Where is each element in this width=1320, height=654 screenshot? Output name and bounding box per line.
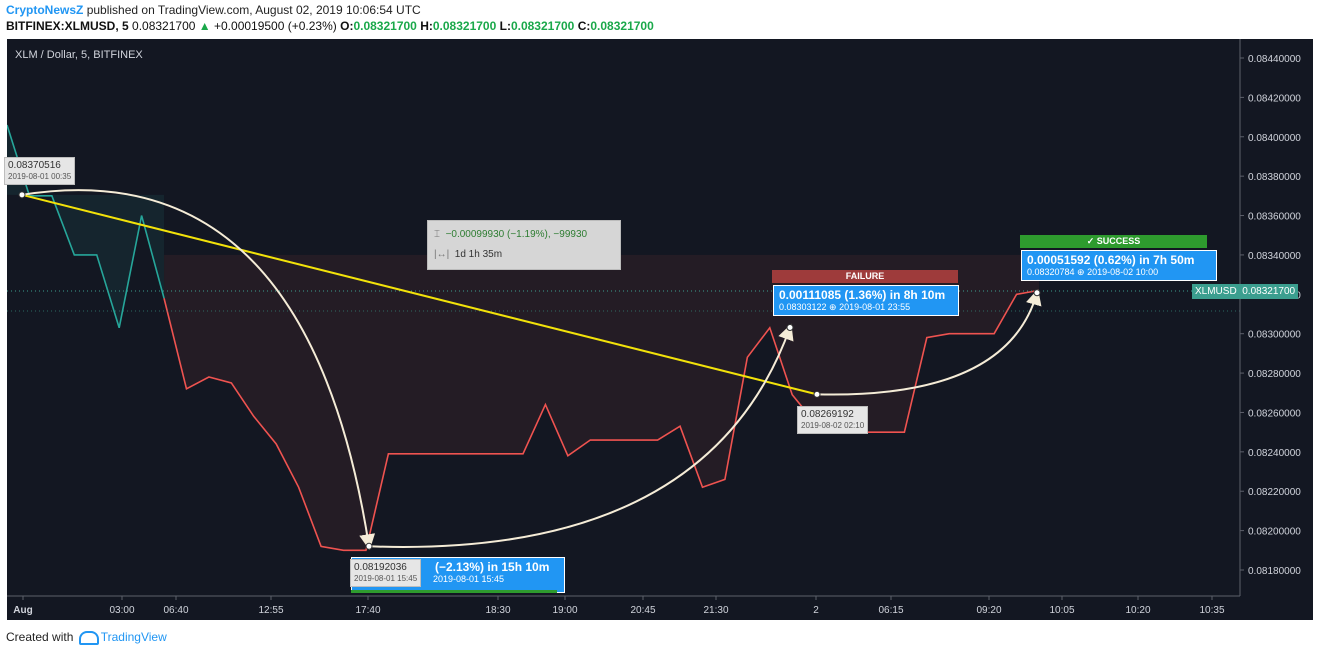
low-measure-sub: 2019-08-01 15:45 (433, 574, 505, 584)
mid-time: 2019-08-02 02:10 (801, 421, 865, 430)
y-tick-label: 0.08420000 (1248, 93, 1301, 104)
low-measure-bar (351, 590, 557, 593)
success-measure-main: 0.00051592 (0.62%) in 7h 50m (1027, 253, 1195, 267)
price-range-icon: ⌶ (434, 229, 440, 240)
brand-link[interactable]: CryptoNewsZ (6, 3, 84, 17)
x-tick-label: 21:30 (703, 605, 728, 616)
close-value: 0.08321700 (590, 19, 654, 33)
symbol-label: BITFINEX:XLMUSD, 5 (6, 19, 129, 33)
y-tick-label: 0.08400000 (1248, 133, 1301, 144)
range-time: 1d 1h 35m (454, 249, 503, 260)
open-label: O: (340, 19, 354, 33)
mid-price: 0.08269192 (801, 409, 854, 420)
failure-measure-box: 0.00111085 (1.36%) in 8h 10m 0.08303122 … (773, 285, 959, 316)
y-tick-label: 0.08440000 (1248, 54, 1301, 65)
x-tick-label: 19:00 (552, 605, 577, 616)
up-area-fill (7, 124, 165, 328)
current-price-tag: XLMUSD 0.08321700 (1192, 284, 1299, 299)
published-text: published on TradingView.com, August 02,… (86, 3, 421, 17)
chart-panel[interactable]: 0.08440000 0.08420000 0.08400000 0.08380000… (4, 39, 1313, 620)
arrow-to-failure (368, 323, 794, 548)
low-measure-main: (−2.13%) in 15h 10m (435, 560, 550, 574)
x-tick-label: 17:40 (355, 605, 380, 616)
low-price-label: 0.08192036 2019-08-01 15:45 (350, 559, 422, 587)
price-chart[interactable]: 0.08440000 0.08420000 0.08400000 0.08380000… (7, 39, 1313, 620)
created-with-text: Created with (6, 630, 74, 644)
low-time: 2019-08-01 15:45 (354, 574, 418, 583)
x-tick-label: 20:45 (630, 605, 655, 616)
anchor-point (1033, 289, 1041, 297)
failure-measure-sub: 0.08303122 ⊕ 2019-08-01 23:55 (779, 302, 911, 312)
close-label: C: (577, 19, 591, 33)
x-tick-label: 18:30 (485, 605, 510, 616)
open-value: 0.08321700 (353, 19, 417, 33)
y-tick-label: 0.08300000 (1248, 330, 1301, 341)
y-tick-label: 0.08260000 (1248, 408, 1301, 419)
time-range-icon: |↔| (434, 249, 450, 260)
low-price: 0.08192036 (354, 562, 407, 573)
success-measure-sub: 0.08320784 ⊕ 2019-08-02 10:00 (1027, 267, 1159, 277)
change-value: +0.00019500 (+0.23%) (214, 19, 337, 33)
x-tick-label: Aug (13, 605, 32, 616)
start-time: 2019-08-01 00:35 (8, 172, 72, 181)
low-label: L: (499, 19, 511, 33)
current-price: 0.08321700 (1242, 286, 1296, 297)
price-line-up (7, 124, 165, 329)
chart-title: XLM / Dollar, 5, BITFINEX (15, 49, 143, 61)
footer: Created with TradingView (6, 630, 167, 645)
current-symbol: XLMUSD (1195, 286, 1237, 297)
x-tick-label: 03:00 (109, 605, 134, 616)
x-tick-label: 09:20 (976, 605, 1001, 616)
y-tick-label: 0.08200000 (1248, 527, 1301, 538)
failure-tag: FAILURE (772, 270, 958, 283)
y-tick-label: 0.08360000 (1248, 212, 1301, 223)
y-tick-label: 0.08180000 (1248, 566, 1301, 577)
y-tick-label: 0.08340000 (1248, 251, 1301, 262)
x-tick-label: 06:15 (878, 605, 903, 616)
y-tick-label: 0.08220000 (1248, 487, 1301, 498)
y-tick-label: 0.08280000 (1248, 369, 1301, 380)
anchor-point (786, 324, 794, 332)
x-tick-label: 2 (813, 605, 819, 616)
x-tick-label: 10:05 (1049, 605, 1074, 616)
up-arrow-icon: ▲ (198, 19, 211, 33)
anchor-point (18, 191, 26, 199)
arrow-to-low (21, 189, 376, 551)
tradingview-link[interactable]: TradingView (100, 630, 167, 644)
mid-price-label: 0.08269192 2019-08-02 02:10 (797, 406, 869, 434)
success-tag: ✓ SUCCESS (1020, 235, 1207, 248)
y-tick-label: 0.08380000 (1248, 172, 1301, 183)
anchor-point (813, 390, 821, 398)
y-tick-label: 0.08240000 (1248, 448, 1301, 459)
anchor-point (365, 542, 373, 550)
trend-line (21, 193, 818, 396)
x-tick-label: 10:20 (1125, 605, 1150, 616)
start-price-label: 0.08370516 2019-08-01 00:35 (4, 157, 76, 185)
price-line-down (163, 289, 1040, 552)
high-label: H: (420, 19, 433, 33)
high-value: 0.08321700 (432, 19, 497, 33)
low-value: 0.08321700 (510, 19, 575, 33)
failure-measure-main: 0.00111085 (1.36%) in 8h 10m (779, 288, 946, 302)
x-tick-label: 12:55 (258, 605, 283, 616)
last-price: 0.08321700 (132, 19, 196, 33)
range-info-box: ⌶ −0.00099930 (−1.19%), −99930 |↔| 1d 1h… (427, 220, 621, 270)
ohlc-line: BITFINEX:XLMUSD, 5 0.08321700 ▲ +0.00019… (6, 19, 654, 33)
success-measure-box: 0.00051592 (0.62%) in 7h 50m 0.08320784 … (1021, 250, 1217, 281)
range-price: −0.00099930 (−1.19%), −99930 (445, 229, 588, 240)
arrow-to-success (816, 288, 1042, 396)
tradingview-logo-icon (78, 630, 99, 645)
publish-line: CryptoNewsZ published on TradingView.com… (6, 3, 421, 17)
x-tick-label: 10:35 (1199, 605, 1224, 616)
start-price: 0.08370516 (8, 160, 61, 171)
x-tick-label: 06:40 (163, 605, 188, 616)
